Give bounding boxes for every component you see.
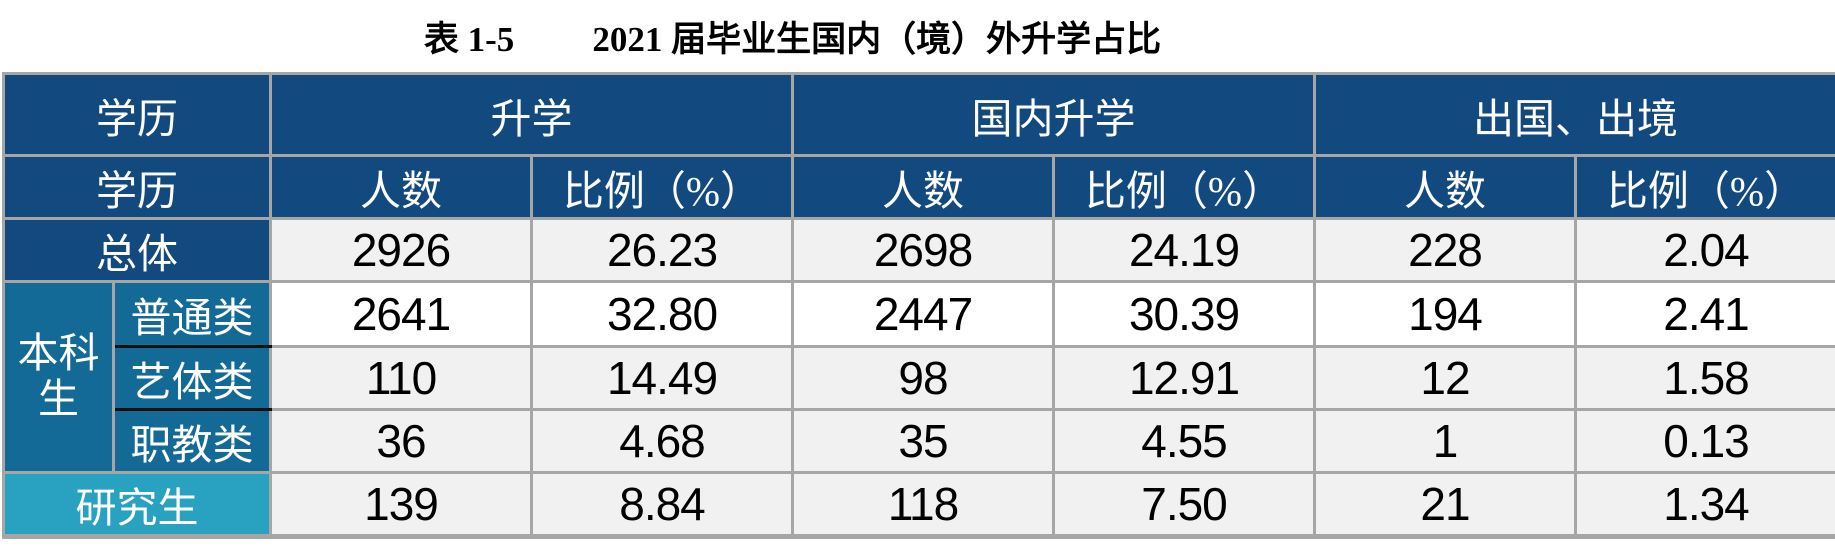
header-row-groups: 学历 升学 国内升学 出国、出境 <box>2 72 1835 157</box>
row-label-overall: 总体 <box>2 217 272 283</box>
data-cell: 1.34 <box>1574 471 1835 538</box>
data-cell: 2926 <box>269 217 533 283</box>
row-group-label-text: 本科生 <box>17 330 100 422</box>
header-abroad-study: 出国、出境 <box>1313 72 1835 157</box>
row-label-vocational: 职教类 <box>112 408 272 474</box>
data-cell: 2641 <box>269 280 533 348</box>
data-cell: 4.55 <box>1052 408 1316 474</box>
data-cell: 0.13 <box>1574 408 1835 474</box>
row-overall: 总体 2926 26.23 2698 24.19 228 2.04 <box>2 217 1835 283</box>
data-cell: 2.04 <box>1574 217 1835 283</box>
data-cell: 1.58 <box>1574 345 1835 411</box>
data-cell: 228 <box>1313 217 1577 283</box>
data-cell: 26.23 <box>530 217 794 283</box>
header-ratio-2: 比例（%） <box>1052 154 1316 220</box>
data-cell: 98 <box>791 345 1055 411</box>
data-cell: 35 <box>791 408 1055 474</box>
data-cell: 2447 <box>791 280 1055 348</box>
data-cell: 12 <box>1313 345 1577 411</box>
data-cell: 139 <box>269 471 533 538</box>
header-further-study: 升学 <box>269 72 794 157</box>
data-cell: 2698 <box>791 217 1055 283</box>
header-count-2: 人数 <box>791 154 1055 220</box>
row-undergrad-vocational: 职教类 36 4.68 35 4.55 1 0.13 <box>4 408 1835 474</box>
data-cell: 4.68 <box>530 408 794 474</box>
data-cell: 7.50 <box>1052 471 1316 538</box>
data-cell: 21 <box>1313 471 1577 538</box>
data-cell: 30.39 <box>1052 280 1316 348</box>
data-cell: 118 <box>791 471 1055 538</box>
row-label-graduate: 研究生 <box>2 471 272 538</box>
row-undergrad-general: 本科生 普通类 2641 32.80 2447 30.39 194 2.41 <box>2 280 1835 474</box>
row-label-general: 普通类 <box>112 280 272 348</box>
data-cell: 1 <box>1313 408 1577 474</box>
header-count-1: 人数 <box>269 154 533 220</box>
row-group-label-undergraduate: 本科生 <box>2 280 115 474</box>
header-row-metrics: 学历 人数 比例（%） 人数 比例（%） 人数 比例（%） <box>2 154 1835 220</box>
data-cell: 24.19 <box>1052 217 1316 283</box>
data-cell: 194 <box>1313 280 1577 348</box>
row-label-arts: 艺体类 <box>112 345 272 411</box>
header-domestic-study: 国内升学 <box>791 72 1316 157</box>
header-degree: 学历 <box>2 72 272 157</box>
header-ratio-3: 比例（%） <box>1574 154 1835 220</box>
header-degree-sub: 学历 <box>2 154 272 220</box>
data-cell: 14.49 <box>530 345 794 411</box>
table-caption: 2021 届毕业生国内（境）外升学占比 <box>592 19 1162 59</box>
table-number: 表 1-5 <box>423 19 515 59</box>
data-cell: 8.84 <box>530 471 794 538</box>
data-cell: 36 <box>269 408 533 474</box>
data-cell: 110 <box>269 345 533 411</box>
header-ratio-1: 比例（%） <box>530 154 794 220</box>
table-title: 表 1-5 2021 届毕业生国内（境）外升学占比 <box>0 0 1835 72</box>
data-cell: 2.41 <box>1574 280 1835 348</box>
data-cell: 32.80 <box>530 280 794 348</box>
row-graduate: 研究生 139 8.84 118 7.50 21 1.34 <box>2 471 1835 538</box>
header-count-3: 人数 <box>1313 154 1577 220</box>
enrollment-ratio-table: 学历 升学 国内升学 出国、出境 学历 人数 比例（%） 人数 比例（%） 人数… <box>2 72 1835 539</box>
data-cell: 12.91 <box>1052 345 1316 411</box>
row-undergrad-arts: 艺体类 110 14.49 98 12.91 12 1.58 <box>4 345 1835 411</box>
